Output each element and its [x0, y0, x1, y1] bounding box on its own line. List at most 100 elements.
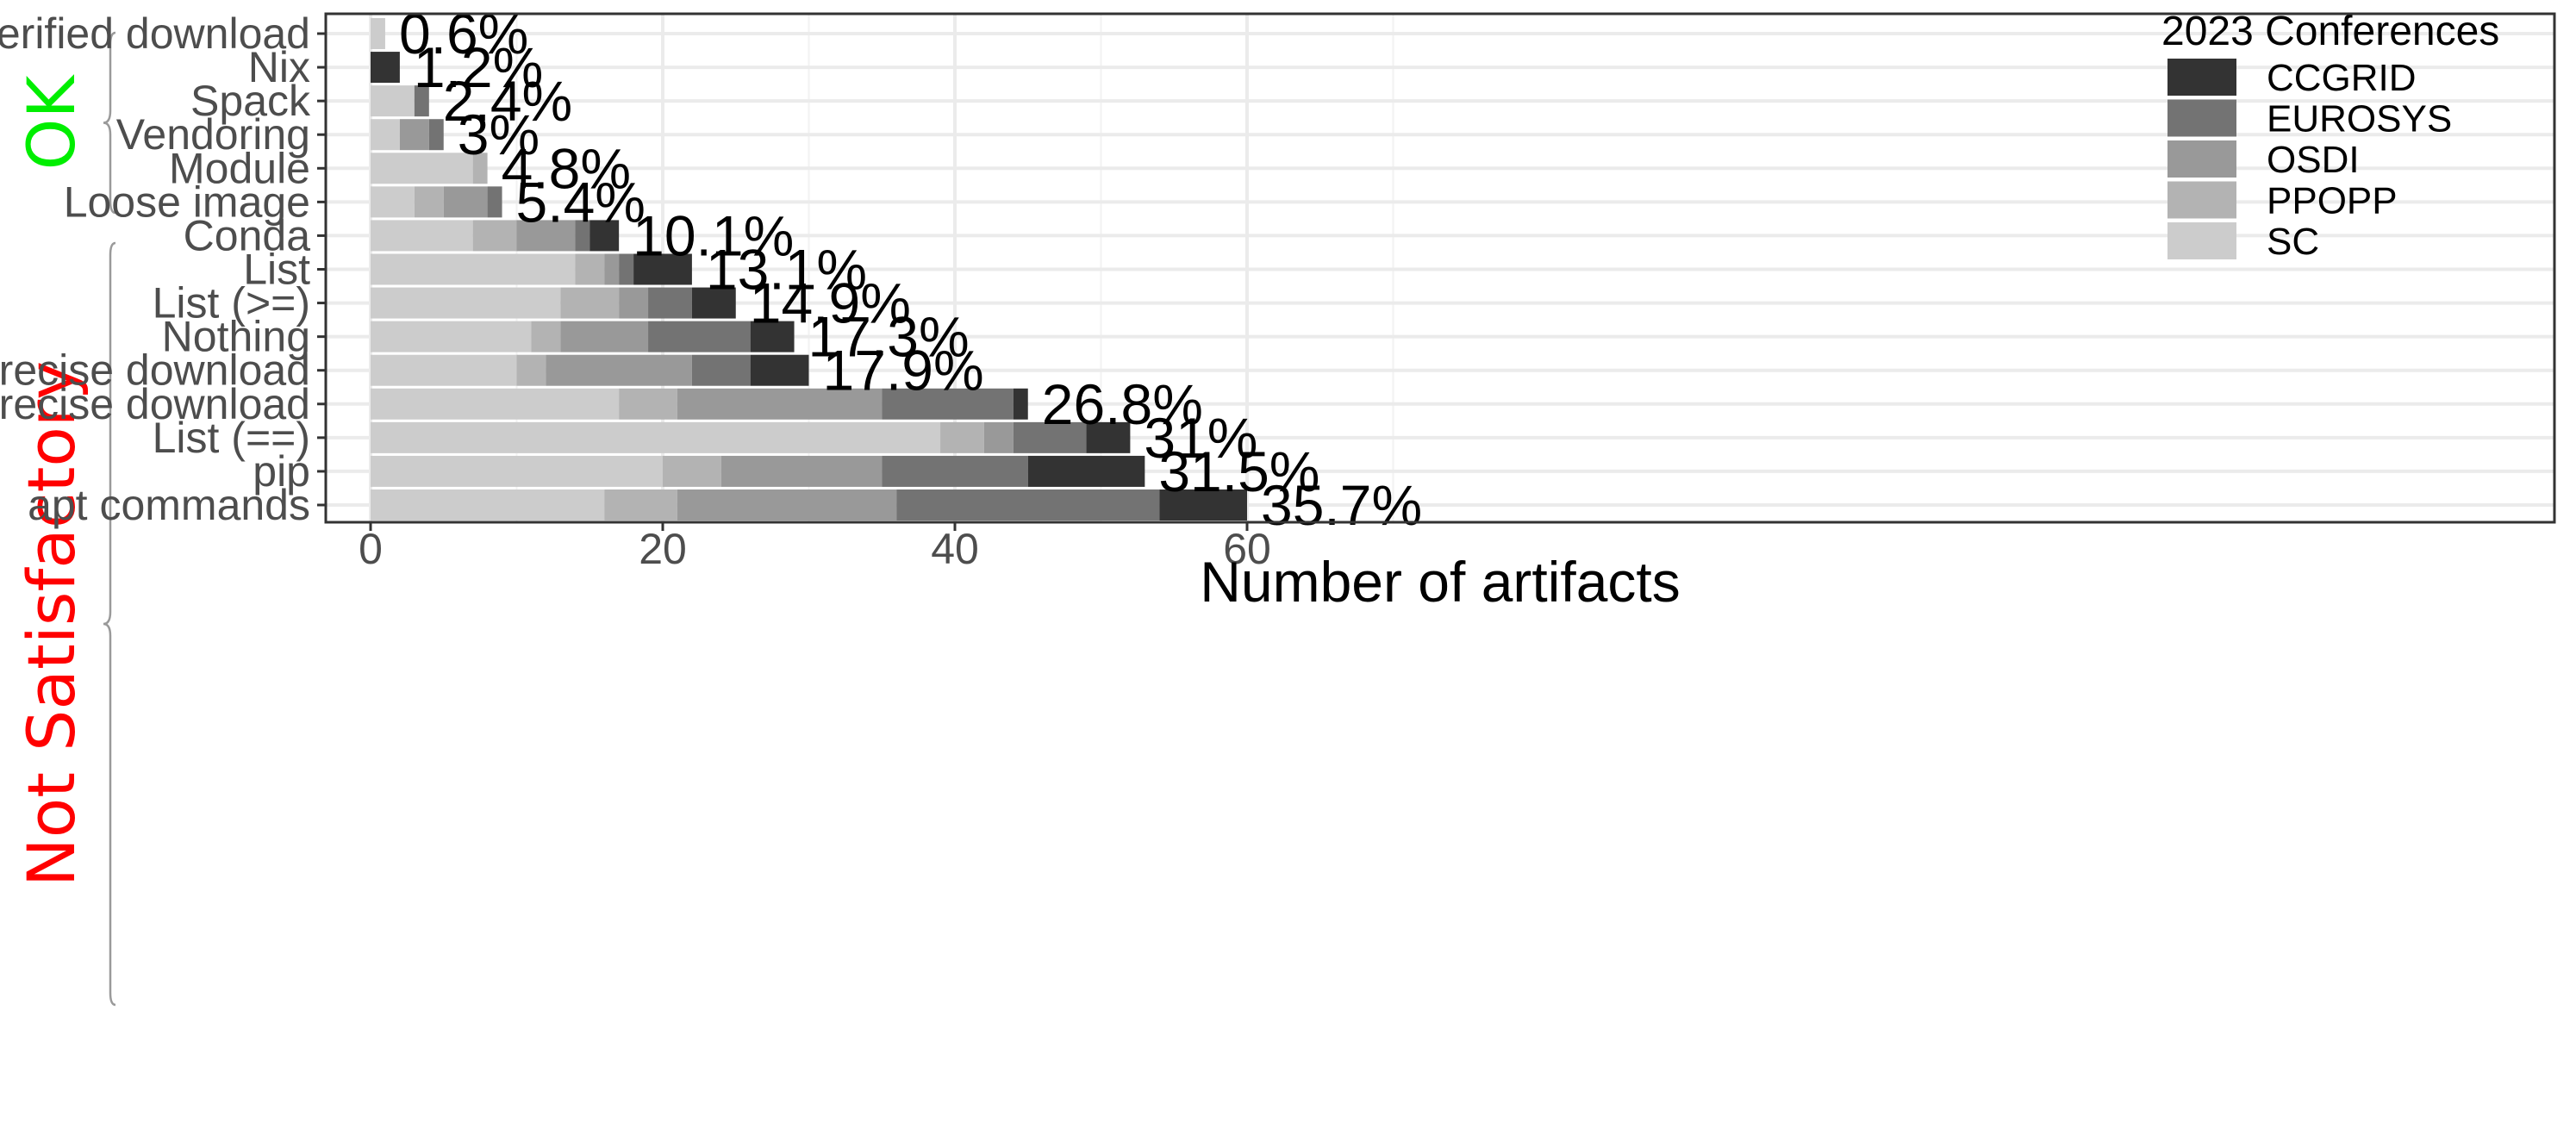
bar-list-osdi [604, 253, 620, 285]
bar-conda-eurosys [575, 220, 590, 252]
bar-pip-ppopp [663, 455, 721, 487]
x-axis-title: Number of artifacts [1200, 550, 1681, 614]
percent-label-pip: 31.5% [1158, 440, 1319, 503]
group-labels: OK Not Satisfactory [13, 31, 116, 1007]
bar-imprecise-download-ppopp [619, 388, 677, 420]
bar-list-ccgrid [633, 253, 692, 285]
y-tick-label-nothing: Nothing [162, 313, 310, 361]
legend-title: 2023 Conferences [2161, 9, 2499, 54]
x-tick-label: 40 [931, 525, 979, 573]
percent-label-vendoring: 3% [458, 103, 540, 166]
bar-precise-download-ccgrid [750, 354, 809, 386]
bar-pip-osdi [720, 455, 883, 487]
percent-labels: 0.6%1.2%2.4%3%4.8%5.4%10.1%13.1%14.9%17.… [399, 2, 1422, 537]
legend-swatch-osdi [2167, 140, 2236, 178]
bar-list-ccgrid [1086, 421, 1131, 453]
bar-list-osdi [983, 421, 1014, 453]
y-tick-label-conda: Conda [184, 211, 311, 259]
bar-vendoring-osdi [399, 119, 429, 151]
y-tick-label-vendoring: Vendoring [116, 110, 310, 159]
x-tick-label: 0 [359, 525, 383, 573]
bar-spack-sc [371, 85, 415, 117]
x-tick-label: 60 [1223, 525, 1271, 573]
bar-conda-sc [371, 220, 473, 252]
bar-module-ppopp [472, 153, 488, 184]
y-tick-label-precise-download: Precise download [0, 346, 310, 395]
legend-label-sc: SC [2267, 221, 2319, 263]
bar-nothing-eurosys [648, 321, 751, 352]
legend-label-osdi: OSDI [2267, 139, 2360, 181]
percent-label-verified-download: 0.6% [399, 2, 528, 65]
y-tick-label-pip: pip [253, 447, 310, 496]
bar-apt-commands-ppopp [604, 489, 677, 521]
panel-border [324, 12, 2556, 524]
bar-vendoring-sc [371, 119, 400, 151]
percent-label-imprecise-download: 26.8% [1042, 372, 1203, 436]
bar-pip-sc [371, 455, 663, 487]
y-tick-label-nix: Nix [248, 43, 310, 91]
x-tick-label: 20 [639, 525, 687, 573]
y-tick-label-list: List (==) [153, 414, 310, 462]
bar-precise-download-osdi [546, 354, 692, 386]
bars [371, 18, 1247, 521]
bar-list-eurosys [619, 253, 634, 285]
legend-swatch-eurosys [2167, 99, 2236, 137]
y-tick-label-imprecise-download: Imprecise download [0, 380, 310, 428]
bar-loose-image-sc [371, 186, 415, 218]
bar-apt-commands-osdi [677, 489, 897, 521]
legend-swatch-ccgrid [2167, 59, 2236, 96]
legend-swatch-sc [2167, 222, 2236, 259]
percent-label-loose-image: 5.4% [516, 170, 646, 234]
bar-nothing-ccgrid [750, 321, 795, 352]
group-label-not-satisfactory: Not Satisfactory [13, 361, 90, 887]
bar-vendoring-eurosys [428, 119, 444, 151]
y-tick-label-spack: Spack [190, 77, 311, 125]
bar-apt-commands-eurosys [896, 489, 1160, 521]
percent-label-conda: 10.1% [633, 203, 794, 267]
bar-list-ppopp [560, 287, 620, 319]
bar-list-ccgrid [691, 287, 736, 319]
legend-swatch-ppopp [2167, 181, 2236, 219]
bar-pip-eurosys [882, 455, 1028, 487]
bar-precise-download-eurosys [691, 354, 751, 386]
bar-spack-eurosys [414, 85, 429, 117]
bar-list-sc [371, 253, 576, 285]
bar-imprecise-download-osdi [677, 388, 883, 420]
bar-imprecise-download-eurosys [882, 388, 1014, 420]
legend-label-eurosys: EUROSYS [2267, 98, 2452, 140]
legend-label-ccgrid: CCGRID [2267, 57, 2417, 99]
bar-imprecise-download-sc [371, 388, 620, 420]
bar-list-sc [371, 421, 941, 453]
bar-list-ppopp [940, 421, 984, 453]
bar-list-eurosys [648, 287, 692, 319]
bar-conda-osdi [516, 220, 576, 252]
bar-list-osdi [619, 287, 649, 319]
bar-list-sc [371, 287, 561, 319]
bar-verified-download-sc [371, 18, 385, 49]
percent-label-module: 4.8% [502, 136, 631, 200]
bar-pip-ccgrid [1027, 455, 1145, 487]
bar-loose-image-osdi [443, 186, 488, 218]
y-tick-label-list: List (>=) [153, 279, 310, 327]
percent-label-list: 14.9% [750, 271, 911, 335]
legend-label-ppopp: PPOPP [2267, 180, 2398, 222]
bar-apt-commands-sc [371, 489, 605, 521]
bar-nothing-ppopp [531, 321, 561, 352]
percent-label-precise-download: 17.9% [823, 339, 984, 402]
y-tick-label-loose-image: Loose image [64, 178, 310, 226]
y-axis: Verified downloadNixSpackVendoringModule… [0, 9, 326, 529]
bar-imprecise-download-ccgrid [1013, 388, 1028, 420]
bar-precise-download-sc [371, 354, 517, 386]
group-brace-not-satisfactory [103, 241, 116, 1007]
percent-label-spack: 2.4% [443, 69, 572, 133]
percent-label-apt-commands: 35.7% [1261, 473, 1422, 537]
bar-conda-ccgrid [589, 220, 620, 252]
bar-loose-image-ppopp [414, 186, 444, 218]
bar-nothing-osdi [560, 321, 649, 352]
group-brace-ok [103, 31, 116, 215]
bar-list-eurosys [1013, 421, 1087, 453]
y-tick-label-module: Module [169, 144, 310, 192]
